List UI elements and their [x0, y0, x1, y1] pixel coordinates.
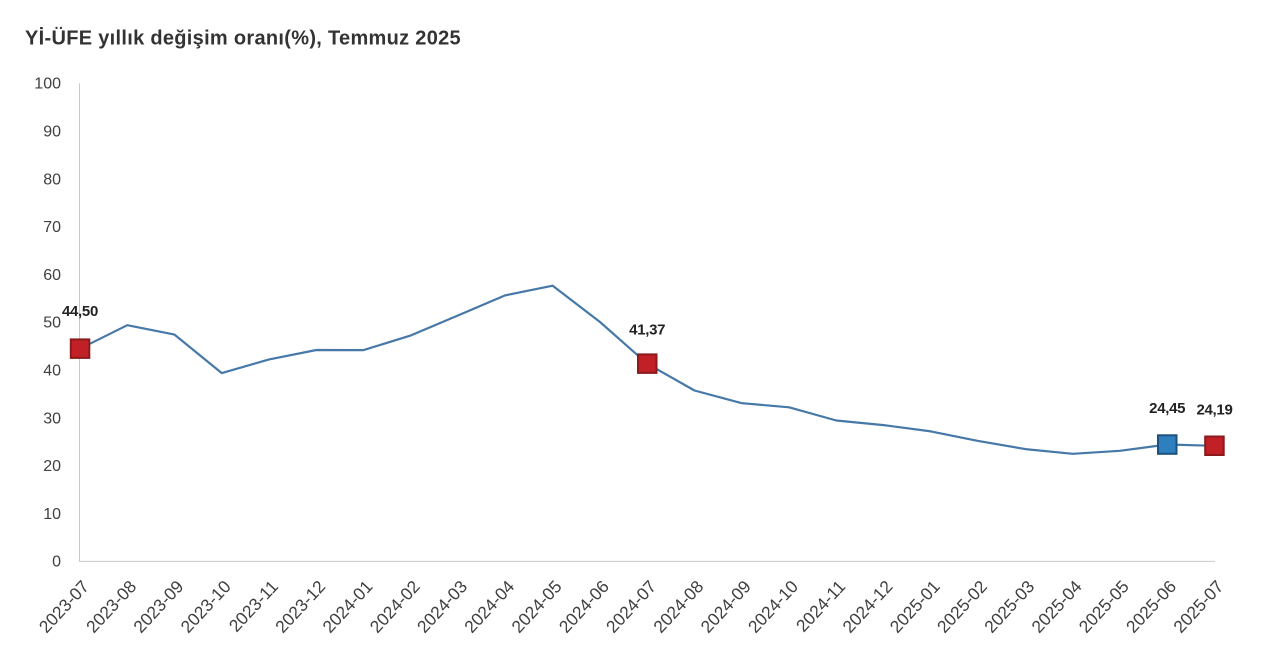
svg-text:90: 90 [43, 124, 61, 141]
svg-text:60: 60 [43, 267, 61, 284]
svg-text:50: 50 [43, 315, 61, 332]
svg-text:80: 80 [43, 171, 61, 188]
svg-text:Yİ-ÜFE yıllık değişim oranı(%): Yİ-ÜFE yıllık değişim oranı(%), Temmuz 2… [25, 27, 461, 50]
svg-text:70: 70 [43, 219, 61, 236]
svg-text:30: 30 [43, 410, 61, 427]
svg-text:20: 20 [43, 458, 61, 475]
svg-text:41,37: 41,37 [629, 321, 665, 338]
svg-text:100: 100 [34, 76, 61, 93]
svg-text:24,45: 24,45 [1149, 400, 1185, 417]
svg-text:40: 40 [43, 363, 61, 380]
svg-text:10: 10 [43, 506, 61, 523]
svg-text:24,19: 24,19 [1196, 402, 1232, 419]
svg-text:0: 0 [52, 554, 61, 571]
svg-text:44,50: 44,50 [62, 303, 98, 320]
